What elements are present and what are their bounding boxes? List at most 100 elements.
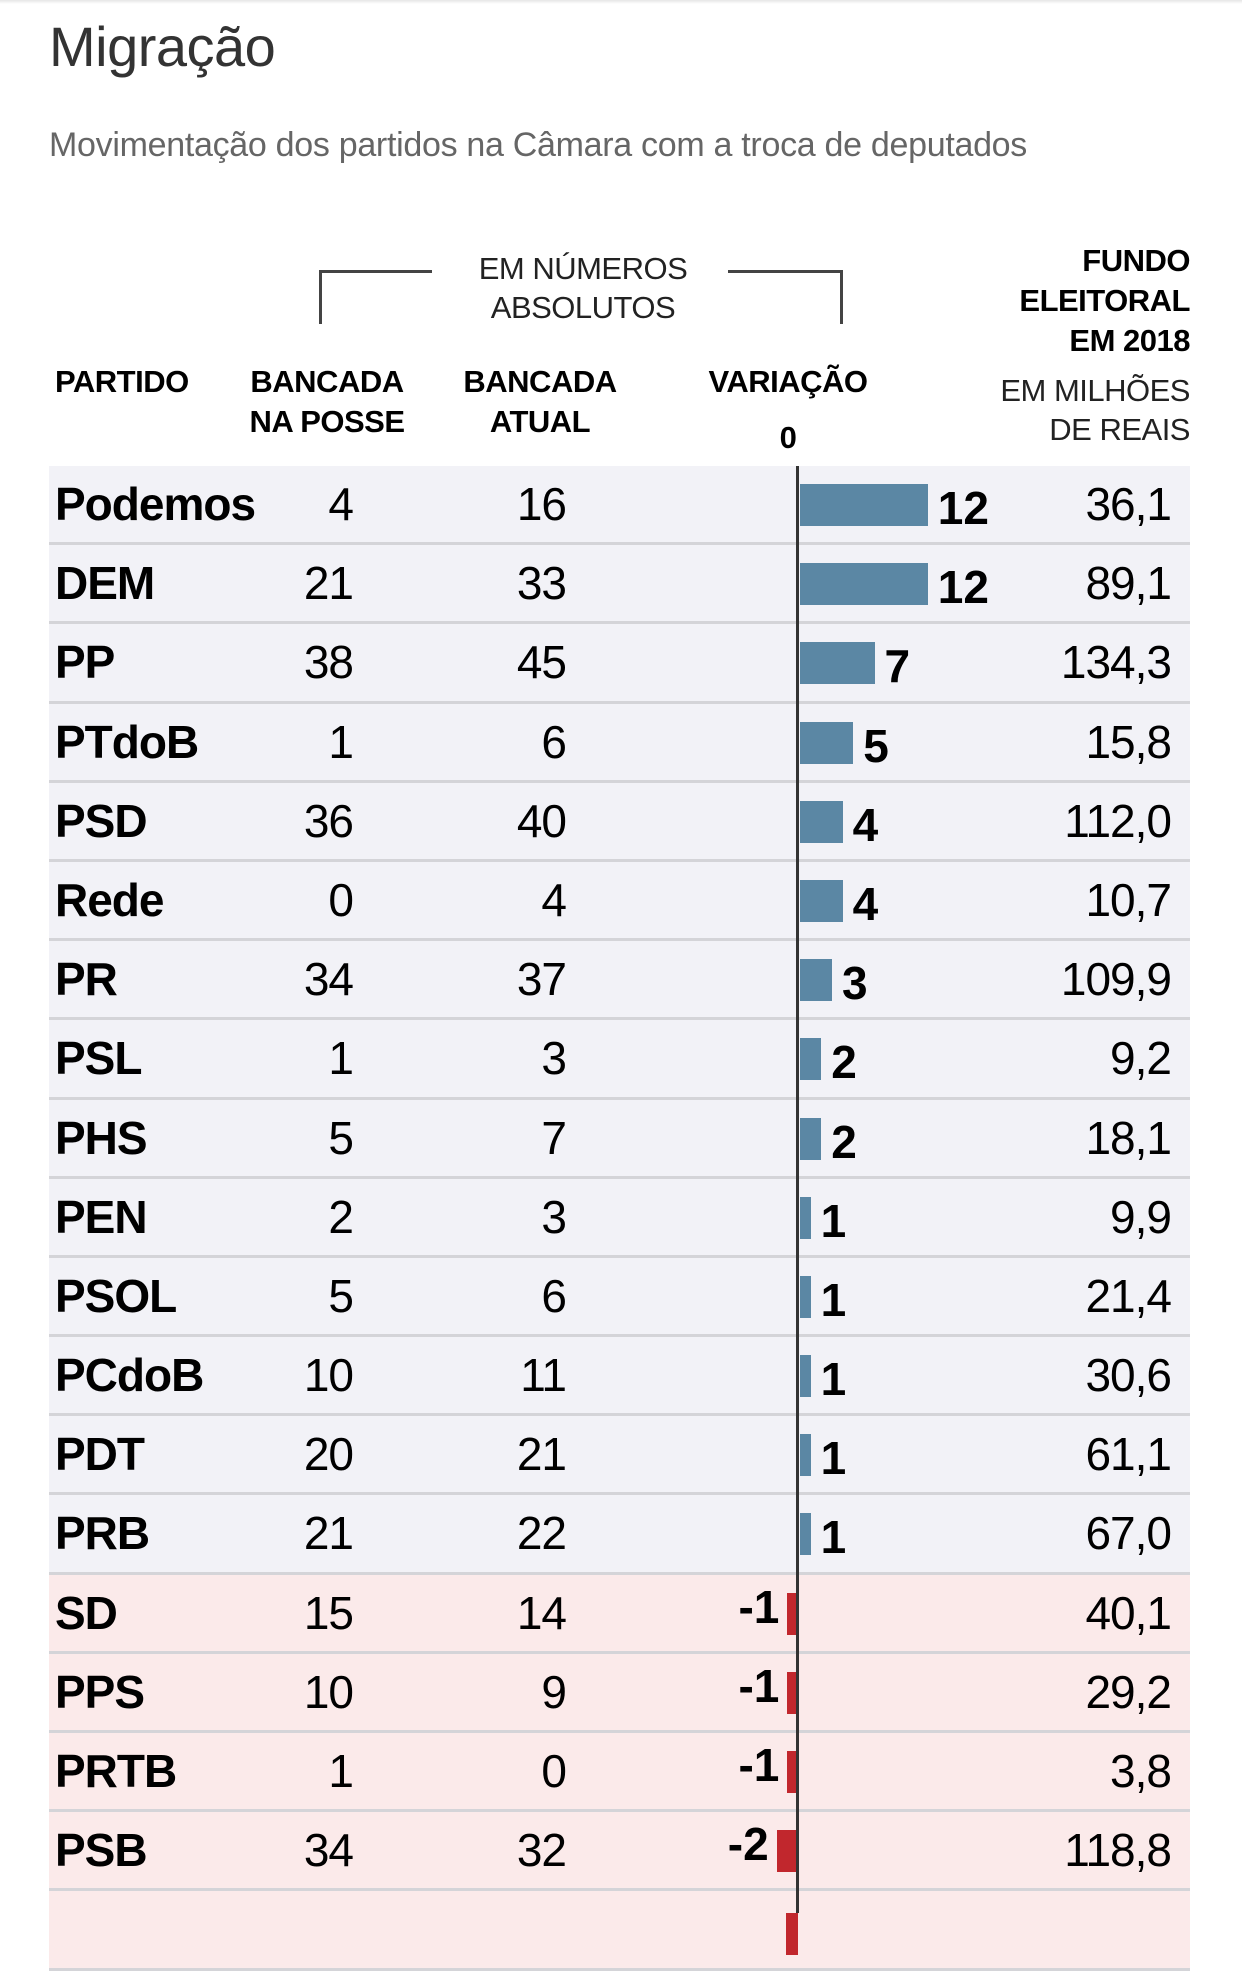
variation-label: -2	[727, 1818, 769, 1871]
bancada-atual-value: 14	[516, 1586, 567, 1639]
header-fundo-line3: EM 2018	[1069, 323, 1190, 358]
table-row: DEM 21 33 89,1 12	[49, 545, 1190, 625]
party-name: PSOL	[55, 1269, 177, 1322]
bancada-posse-value: 5	[328, 1269, 354, 1322]
party-name: DEM	[55, 557, 155, 610]
variation-label: 1	[820, 1194, 847, 1247]
bancada-posse-value: 4	[328, 478, 354, 530]
bancada-atual-value: 7	[541, 1111, 567, 1164]
fundo-value: 21,4	[1085, 1269, 1172, 1322]
positive-bar	[800, 642, 875, 685]
fundo-value: 9,9	[1110, 1190, 1172, 1243]
table-row: PSB 34 32 118,8 -2	[49, 1812, 1190, 1892]
bancada-atual-value: 22	[516, 1507, 567, 1560]
table-row: PTdoB 1 6 15,8 5	[49, 703, 1190, 783]
fundo-value: 9,2	[1110, 1032, 1172, 1085]
party-name: PDT	[55, 1428, 145, 1481]
table-row-partial	[49, 1891, 1190, 1971]
bancada-atual-value: 0	[541, 1745, 567, 1797]
fundo-value: 10,7	[1085, 873, 1172, 926]
bracket-left-horizontal	[319, 270, 432, 273]
bancada-posse-value: 10	[303, 1665, 354, 1718]
header-posse-line1: BANCADA	[250, 364, 404, 399]
party-name: SD	[55, 1586, 118, 1639]
bancada-posse-value: 36	[303, 794, 354, 847]
fundo-value: 134,3	[1060, 636, 1172, 689]
negative-bar	[786, 1913, 798, 1956]
bancada-posse-value: 0	[328, 873, 354, 926]
bancada-atual-value: 32	[516, 1824, 567, 1877]
variation-label: 2	[831, 1115, 857, 1168]
variation-label: 5	[863, 719, 889, 772]
zero-axis-line	[796, 466, 799, 1913]
party-name: PRB	[55, 1507, 150, 1560]
header-fundo-line1: FUNDO	[1082, 243, 1190, 278]
fundo-value: 36,1	[1085, 478, 1172, 530]
table-row: PPS 10 9 29,2 -1	[49, 1653, 1190, 1733]
positive-bar	[800, 879, 843, 922]
bancada-atual-value: 21	[516, 1428, 567, 1481]
positive-bar	[800, 563, 928, 606]
party-name: PSD	[55, 794, 148, 847]
header-posse-line2: NA POSSE	[249, 404, 405, 439]
party-name: PR	[55, 953, 118, 1006]
fundo-value: 3,8	[1110, 1745, 1172, 1797]
positive-bar	[800, 1355, 811, 1398]
bancada-atual-value: 45	[516, 636, 567, 689]
variation-label: -1	[738, 1580, 780, 1633]
table-row: PR 34 37 109,9 3	[49, 941, 1190, 1021]
table-row: PEN 2 3 9,9 1	[49, 1178, 1190, 1258]
variation-label: 1	[820, 1511, 847, 1564]
bracket-right-horizontal	[728, 270, 843, 273]
bancada-posse-value: 20	[303, 1428, 354, 1481]
bancada-atual-value: 16	[516, 478, 567, 530]
bancada-atual-value: 40	[516, 794, 567, 847]
table-row: PCdoB 10 11 30,6 1	[49, 1337, 1190, 1417]
positive-bar	[800, 721, 854, 764]
bancada-posse-value: 21	[303, 1507, 354, 1560]
party-name: Podemos	[55, 478, 256, 530]
fundo-value: 29,2	[1085, 1665, 1172, 1718]
variation-label: 7	[884, 640, 911, 693]
bancada-posse-value: 21	[303, 557, 354, 610]
header-fundo-line2: ELEITORAL	[1019, 283, 1190, 318]
table-row: SD 15 14 40,1 -1	[49, 1574, 1190, 1654]
positive-bar	[800, 1275, 811, 1318]
variation-label: 1	[820, 1432, 847, 1485]
positive-bar	[800, 484, 928, 526]
page-title: Migração	[49, 15, 276, 78]
group-label-line2: ABSOLUTOS	[490, 290, 676, 325]
bancada-atual-value: 3	[541, 1190, 567, 1243]
variation-label: 2	[831, 1036, 857, 1089]
variation-label: 4	[852, 877, 879, 930]
table-row: PRB 21 22 67,0 1	[49, 1495, 1190, 1575]
positive-bar	[800, 1513, 811, 1556]
fundo-value: 30,6	[1085, 1349, 1172, 1402]
party-name: PP	[55, 636, 115, 689]
positive-bar	[800, 800, 843, 843]
bancada-atual-value: 11	[520, 1349, 567, 1402]
positive-bar	[800, 1434, 811, 1477]
party-name: PCdoB	[55, 1349, 204, 1402]
bancada-posse-value: 5	[328, 1111, 354, 1164]
bancada-posse-value: 1	[328, 715, 354, 768]
party-name: Rede	[55, 873, 164, 926]
header-partido: PARTIDO	[55, 364, 189, 399]
page-subtitle: Movimentação dos partidos na Câmara com …	[49, 126, 1027, 164]
variation-label: 12	[937, 482, 989, 534]
bancada-atual-value: 3	[541, 1032, 567, 1085]
variation-label: 1	[820, 1273, 847, 1326]
table-row: PSD 36 40 112,0 4	[49, 782, 1190, 862]
bracket-left-vertical	[319, 270, 322, 324]
bancada-posse-value: 38	[303, 636, 354, 689]
bancada-posse-value: 2	[328, 1190, 354, 1243]
negative-bar	[787, 1671, 798, 1714]
axis-zero-label: 0	[779, 420, 797, 455]
bancada-posse-value: 1	[328, 1745, 354, 1797]
header-unit-line2: DE REAIS	[1049, 412, 1190, 447]
bancada-atual-value: 4	[541, 873, 567, 926]
table-row: PDT 20 21 61,1 1	[49, 1416, 1190, 1496]
fundo-value: 67,0	[1085, 1507, 1172, 1560]
fundo-value: 109,9	[1060, 953, 1172, 1006]
group-label-line1: EM NÚMEROS	[478, 251, 688, 286]
